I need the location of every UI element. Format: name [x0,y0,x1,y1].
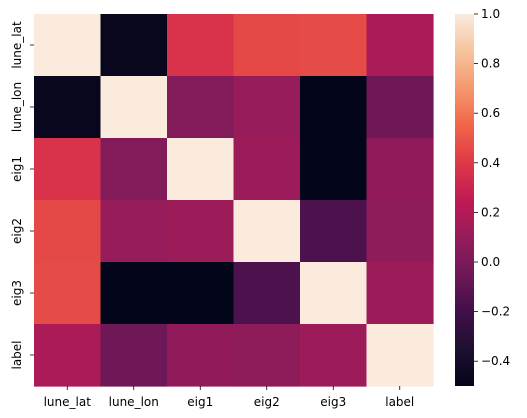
x-tick-label: lune_lat [44,395,92,409]
heatmap-cell-lune_lon-lune_lat [34,76,102,139]
x-tick-label: eig2 [254,395,280,409]
heatmap-cell-label-eig3 [300,324,368,387]
y-tick-label: lune_lon [10,82,24,132]
colorbar-tick-label: 0.2 [481,205,500,219]
colorbar-tick-label: −0.4 [481,354,510,368]
heatmap-cell-eig3-label [366,262,434,325]
heatmap-cell-eig1-lune_lat [34,138,102,201]
heatmap-cell-lune_lon-eig3 [300,76,368,139]
heatmap-cell-lune_lon-label [366,76,434,139]
heatmap-cell-label-eig1 [167,324,235,387]
heatmap-cell-label-eig2 [233,324,301,387]
heatmap-cells [34,14,434,387]
colorbar-tick-label: 0.0 [481,255,500,269]
x-axis: lune_lat lune_lon eig1 eig2 eig3 label [44,386,414,409]
x-tick-label: eig1 [187,395,213,409]
y-tick-label: label [10,340,24,369]
heatmap-cell-lune_lat-eig2 [233,14,301,77]
colorbar-tick-label: −0.2 [481,305,510,319]
heatmap-cell-eig2-label [366,200,434,263]
heatmap-cell-lune_lat-lune_lat [34,14,102,77]
heatmap-cell-eig1-eig3 [300,138,368,201]
heatmap-cell-label-label [366,324,434,387]
heatmap-cell-eig3-eig3 [300,262,368,325]
heatmap-cell-lune_lat-eig1 [167,14,235,77]
x-tick-label: lune_lon [109,395,159,409]
heatmap-cell-eig2-lune_lat [34,200,102,263]
heatmap-cell-lune_lat-lune_lon [100,14,168,77]
heatmap-cell-eig2-eig3 [300,200,368,263]
heatmap-cell-eig2-lune_lon [100,200,168,263]
heatmap-cell-eig1-eig1 [167,138,235,201]
colorbar-tick-label: 0.8 [481,57,500,71]
y-tick-label: eig3 [10,280,24,306]
heatmap-cell-eig3-lune_lat [34,262,102,325]
colorbar-tick-label: 0.4 [481,156,500,170]
x-tick-label: label [385,395,414,409]
colorbar-tick-label: 1.0 [481,7,500,21]
heatmap-cell-eig3-lune_lon [100,262,168,325]
heatmap-cell-eig1-label [366,138,434,201]
colorbar-tick-label: 0.6 [481,106,500,120]
colorbar-gradient [455,14,474,386]
heatmap-cell-label-lune_lon [100,324,168,387]
heatmap-cell-eig2-eig2 [233,200,301,263]
y-tick-label: eig1 [10,156,24,182]
x-tick-label: eig3 [320,395,346,409]
y-tick-label: eig2 [10,218,24,244]
heatmap-cell-lune_lon-lune_lon [100,76,168,139]
heatmap-cell-lune_lon-eig1 [167,76,235,139]
heatmap-cell-eig3-eig1 [167,262,235,325]
heatmap-cell-eig1-lune_lon [100,138,168,201]
heatmap-cell-lune_lat-eig3 [300,14,368,77]
heatmap-cell-eig1-eig2 [233,138,301,201]
heatmap-cell-eig2-eig1 [167,200,235,263]
heatmap-cell-label-lune_lat [34,324,102,387]
y-axis: lune_lat lune_lon eig1 eig2 eig3 label [10,21,34,370]
colorbar: 1.0 0.8 0.6 0.4 0.2 0.0 −0.2 −0.4 [455,7,510,386]
heatmap-cell-lune_lat-label [366,14,434,77]
heatmap-cell-lune_lon-eig2 [233,76,301,139]
heatmap-cell-eig3-eig2 [233,262,301,325]
y-tick-label: lune_lat [10,21,24,69]
